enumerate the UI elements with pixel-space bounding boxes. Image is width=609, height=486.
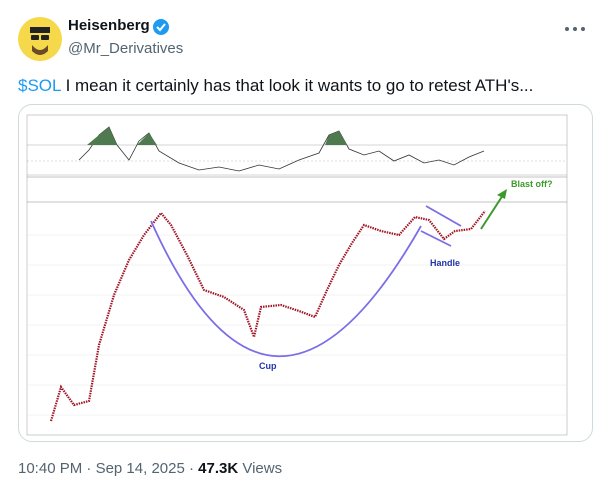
tweet-date[interactable]: Sep 14, 2025 (95, 460, 185, 477)
separator: · (86, 460, 92, 477)
author-name[interactable]: Heisenberg (68, 17, 150, 34)
separator: · (188, 460, 194, 477)
verified-badge (153, 19, 169, 35)
tweet-image[interactable]: Blast off? Cup Handle (18, 104, 593, 442)
tweet-body: I mean it certainly has that look it wan… (60, 76, 534, 95)
chart-image: Blast off? Cup Handle (26, 114, 568, 436)
author-handle[interactable]: @Mr_Derivatives (68, 40, 184, 57)
more-button[interactable] (564, 24, 586, 34)
tweet-time[interactable]: 10:40 PM (18, 460, 83, 477)
annotation-handle: Handle (430, 258, 460, 268)
view-count: 47.3K (198, 460, 239, 477)
author-name-text[interactable]: Heisenberg (68, 17, 150, 34)
tweet-text: $SOL I mean it certainly has that look i… (18, 76, 533, 96)
cashtag[interactable]: $SOL (18, 76, 61, 95)
annotation-blast-off: Blast off? (511, 179, 553, 189)
avatar[interactable] (18, 17, 62, 61)
tweet-meta: 10:40 PM · Sep 14, 2025 · 47.3K Views (18, 460, 282, 477)
views-label: Views (242, 460, 283, 477)
annotation-cup: Cup (259, 361, 277, 371)
